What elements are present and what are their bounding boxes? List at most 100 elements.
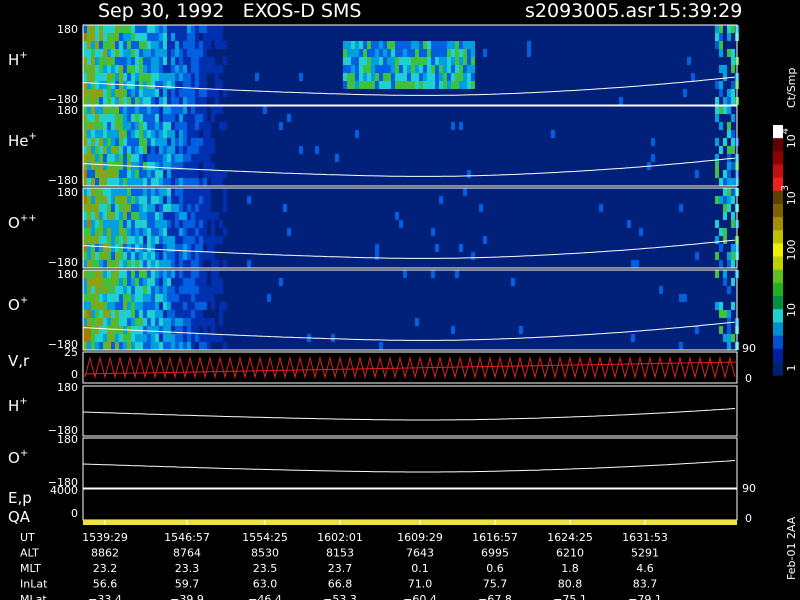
spectrogram-cell xyxy=(723,310,727,318)
spectrogram-cell xyxy=(199,270,203,278)
spectrogram-cell xyxy=(155,130,159,138)
spectrogram-cell xyxy=(155,178,159,186)
spectrogram-cell xyxy=(359,57,363,65)
spectrogram-cell xyxy=(171,89,175,97)
spectrogram-cell xyxy=(107,146,111,154)
spectrogram-cell xyxy=(159,154,163,162)
spectrogram-cell xyxy=(119,220,123,228)
spectrogram-cell xyxy=(199,154,203,162)
spectrogram-cell xyxy=(427,49,431,57)
row-value: 71.0 xyxy=(408,578,433,591)
spectrogram-cell xyxy=(95,41,99,49)
spectrogram-cell xyxy=(115,270,119,278)
spectrogram-cell xyxy=(383,57,387,65)
spectrogram-cell xyxy=(167,130,171,138)
spectrogram-cell xyxy=(715,25,719,33)
spectrogram-cell xyxy=(99,244,103,252)
spectrogram-cell xyxy=(191,334,195,342)
spectrogram-cell xyxy=(463,65,467,73)
tick-bottom: −180 xyxy=(48,476,78,489)
spectrogram-cell xyxy=(119,236,123,244)
spectrogram-cell xyxy=(95,286,99,294)
spectrogram-cell xyxy=(731,114,735,122)
spectrogram-cell xyxy=(83,310,87,318)
spectrogram-cell xyxy=(415,41,419,49)
spectrogram-cell xyxy=(175,49,179,57)
colorbar-label: 104 xyxy=(780,128,798,148)
spectrogram-cell xyxy=(387,81,391,89)
spectrogram-cell xyxy=(103,310,107,318)
spectrogram-cell xyxy=(399,49,403,57)
spectrogram-cell xyxy=(723,65,727,73)
spectrogram-cell xyxy=(211,228,215,236)
spectrogram-cell xyxy=(179,49,183,57)
spectrogram-cell xyxy=(191,260,195,268)
spectrogram-cell xyxy=(179,25,183,33)
spectrogram-cell xyxy=(199,252,203,260)
spectrogram-cell xyxy=(95,106,99,114)
tick-bottom: −180 xyxy=(48,174,78,187)
spectrogram-cell xyxy=(343,41,347,49)
tick-top: 180 xyxy=(57,186,78,199)
row-value: 80.8 xyxy=(558,578,583,591)
spectrogram-cell xyxy=(155,33,159,41)
spectrogram-cell xyxy=(187,294,191,302)
spectrogram-cell xyxy=(443,57,447,65)
spectrogram-cell xyxy=(159,114,163,122)
panel-label: H+ xyxy=(8,50,28,69)
spectrogram-cell xyxy=(83,294,87,302)
spectrogram-cell xyxy=(199,162,203,170)
spectrogram-cell xyxy=(203,310,207,318)
spectrogram-cell xyxy=(167,73,171,81)
spectrogram-cell xyxy=(87,73,91,81)
spectrogram-cell xyxy=(191,154,195,162)
spectrogram-cell xyxy=(207,138,211,146)
spectrogram-cell xyxy=(211,204,215,212)
spectrogram-cell xyxy=(115,334,119,342)
spectrogram-cell xyxy=(203,89,207,97)
spectrogram-cell xyxy=(131,49,135,57)
spectrogram-cell xyxy=(107,252,111,260)
spectrogram-cell xyxy=(191,138,195,146)
spectrogram-cell xyxy=(131,342,135,350)
spectrogram-cell xyxy=(715,81,719,89)
spectrogram-cell xyxy=(123,252,127,260)
spectrogram-cell xyxy=(199,33,203,41)
spectrogram-cell xyxy=(123,89,127,97)
spectrogram-cell xyxy=(147,81,151,89)
spectrogram-cell xyxy=(103,114,107,122)
spectrogram-cell xyxy=(91,57,95,65)
spectrogram-cell xyxy=(199,236,203,244)
spectrogram-cell xyxy=(731,65,735,73)
spectrogram-cell xyxy=(115,130,119,138)
spectrogram-cell xyxy=(115,25,119,33)
spectrogram-cell xyxy=(131,89,135,97)
spectrogram-cell xyxy=(91,270,95,278)
spectrogram-cell xyxy=(155,154,159,162)
spectrogram-cell xyxy=(247,260,251,268)
spectrogram-cell xyxy=(139,81,143,89)
spectrogram-cell xyxy=(203,146,207,154)
spectrogram-cell xyxy=(107,342,111,350)
spectrogram-cell xyxy=(215,286,219,294)
spectrogram-cell xyxy=(99,65,103,73)
spectrogram-cell xyxy=(103,318,107,326)
spectrogram-cell xyxy=(163,138,167,146)
spectrogram-cell xyxy=(207,302,211,310)
spectrogram-cell xyxy=(203,33,207,41)
spectrogram-cell xyxy=(431,41,435,49)
spectrogram-cell xyxy=(719,228,723,236)
spectrogram-cell xyxy=(99,154,103,162)
spectrogram-cell xyxy=(155,252,159,260)
spectrogram-cell xyxy=(131,310,135,318)
spectrogram-cell xyxy=(215,204,219,212)
spectrogram-cell xyxy=(139,114,143,122)
spectrogram-cell xyxy=(459,244,463,252)
plot: H+180−180He+180−180O++180−180O+180−180V,… xyxy=(8,23,798,600)
spectrogram-cell xyxy=(135,260,139,268)
spectrogram-cell xyxy=(199,138,203,146)
spectrogram-cell xyxy=(83,318,87,326)
spectrogram-cell xyxy=(195,220,199,228)
spectrogram-cell xyxy=(95,154,99,162)
